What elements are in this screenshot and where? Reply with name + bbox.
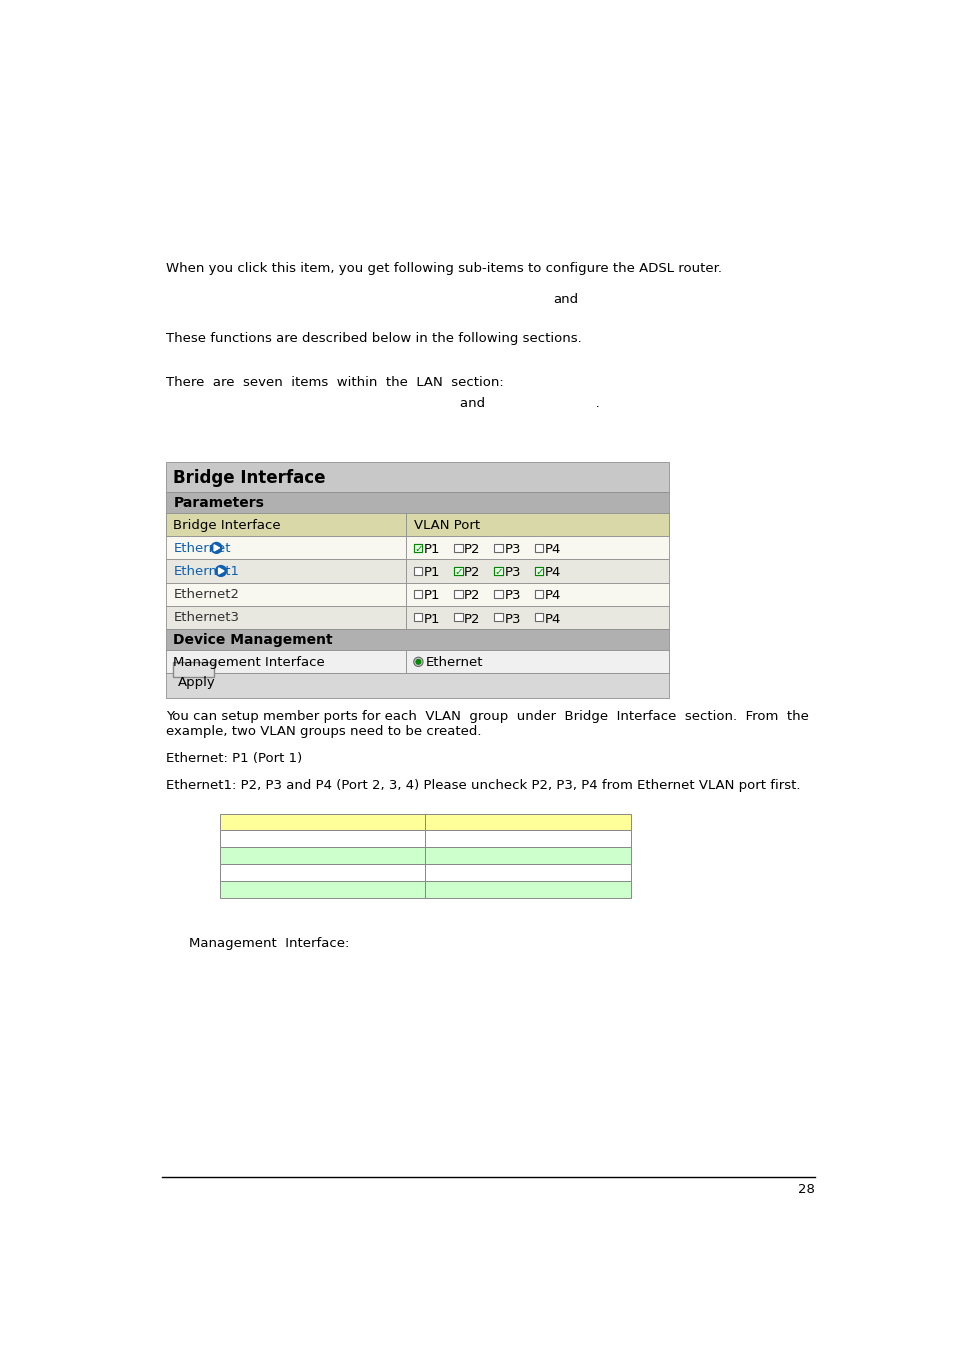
Bar [414,590,422,598]
Text: Management Interface: Management Interface [173,655,325,669]
Text: Bridge Interface: Bridge Interface [173,469,326,486]
Bar [534,567,542,576]
Text: and                          .: and . [459,397,599,409]
Text: Ethernet: Ethernet [173,542,231,555]
Bar [406,582,669,605]
Text: Ethernet: P1 (Port 1): Ethernet: P1 (Port 1) [166,753,302,765]
Text: There  are  seven  items  within  the  LAN  section:: There are seven items within the LAN sec… [166,376,503,389]
Text: Ethernet3: Ethernet3 [173,611,239,624]
Bar [534,590,542,598]
Text: P3: P3 [504,612,520,626]
Text: example, two VLAN groups need to be created.: example, two VLAN groups need to be crea… [166,725,480,738]
Text: P3: P3 [504,566,520,580]
Bar [220,813,425,831]
Bar [425,847,630,865]
Bar [534,567,542,576]
Text: ✓: ✓ [535,567,543,577]
Bar [173,662,213,677]
Bar [454,590,462,598]
Bar [454,567,462,576]
Bar [220,865,425,881]
Polygon shape [213,544,219,551]
Bar [166,582,406,605]
Bar [166,650,669,673]
Bar [220,881,425,898]
Text: Ethernet: Ethernet [425,655,482,669]
Bar [406,650,669,673]
Text: Parameters: Parameters [173,496,264,511]
Text: VLAN Port: VLAN Port [414,519,479,532]
Text: P4: P4 [544,612,560,626]
Bar [414,567,422,576]
Bar [414,543,422,553]
Text: P1: P1 [423,612,440,626]
Bar [166,605,406,628]
Circle shape [211,543,222,554]
Polygon shape [218,567,224,574]
Text: P2: P2 [464,566,480,580]
Bar [454,567,462,576]
Bar [494,543,502,553]
Text: ✓: ✓ [414,544,422,554]
Text: Device Management: Device Management [173,634,333,647]
Bar [166,513,669,536]
Bar [220,831,425,847]
Text: ✓: ✓ [454,567,463,577]
Text: 28: 28 [798,1183,815,1196]
Circle shape [414,657,422,666]
Text: Bridge Interface: Bridge Interface [173,519,281,532]
Text: P2: P2 [464,589,480,603]
Text: Management  Interface:: Management Interface: [189,936,349,950]
Bar [166,650,406,673]
Text: P4: P4 [544,589,560,603]
Bar [166,492,669,513]
Text: P1: P1 [423,589,440,603]
Bar [166,536,406,559]
Bar [406,536,669,559]
Bar [454,543,462,553]
Text: and: and [553,293,578,307]
Bar [406,559,669,582]
Bar [494,613,502,621]
Bar [534,543,542,553]
Bar [425,831,630,847]
Text: P3: P3 [504,589,520,603]
Text: P4: P4 [544,543,560,557]
Bar [166,513,406,536]
Bar [494,590,502,598]
Text: P3: P3 [504,543,520,557]
Bar [534,613,542,621]
Text: Apply: Apply [178,677,215,689]
Circle shape [215,566,226,577]
Text: P4: P4 [544,566,560,580]
Bar [425,881,630,898]
Bar [425,813,630,831]
Text: P1: P1 [423,566,440,580]
Text: ✓: ✓ [495,567,503,577]
Bar [425,865,630,881]
Text: P2: P2 [464,543,480,557]
Bar [166,673,669,698]
Text: Ethernet1: Ethernet1 [173,565,239,578]
Text: When you click this item, you get following sub-items to configure the ADSL rout: When you click this item, you get follow… [166,262,721,276]
Bar [406,513,669,536]
Text: P2: P2 [464,612,480,626]
Bar [454,613,462,621]
Bar [414,543,422,553]
Text: Ethernet1: P2, P3 and P4 (Port 2, 3, 4) Please uncheck P2, P3, P4 from Ethernet : Ethernet1: P2, P3 and P4 (Port 2, 3, 4) … [166,780,800,792]
Circle shape [416,659,420,665]
Bar [166,559,406,582]
Bar [166,462,669,492]
Bar [494,567,502,576]
Text: Ethernet2: Ethernet2 [173,588,239,601]
Bar [166,628,669,650]
Bar [414,613,422,621]
Bar [220,847,425,865]
Bar [406,605,669,628]
Text: You can setup member ports for each  VLAN  group  under  Bridge  Interface  sect: You can setup member ports for each VLAN… [166,709,808,723]
Text: These functions are described below in the following sections.: These functions are described below in t… [166,331,581,345]
Text: P1: P1 [423,543,440,557]
Bar [494,567,502,576]
